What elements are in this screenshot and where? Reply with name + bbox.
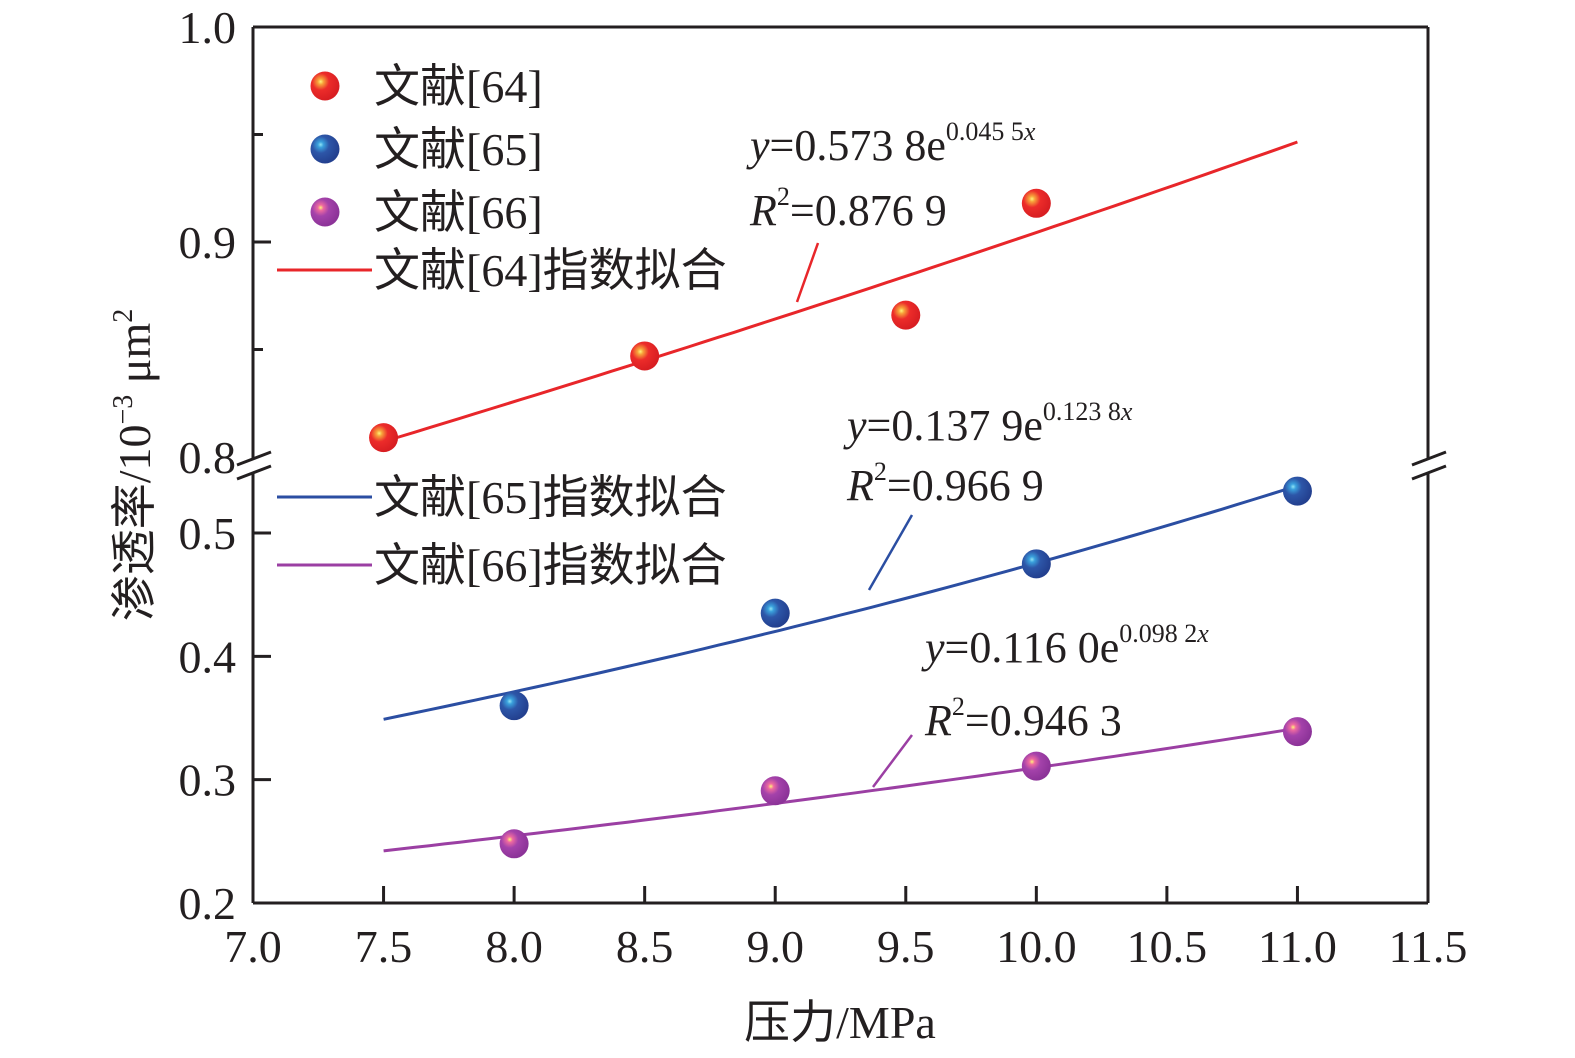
y-tick-label: 0.9	[179, 217, 237, 268]
axis-break-mark	[236, 450, 272, 467]
fit-line-2	[383, 726, 1298, 853]
fit-equation-0: y=0.573 8e0.045 5x	[746, 117, 1036, 170]
data-point-1	[1021, 549, 1051, 579]
x-tick-label: 8.0	[485, 921, 543, 972]
x-tick-label: 10.5	[1127, 921, 1208, 972]
data-point-0	[891, 300, 921, 330]
y-axis-title-exp: −3	[108, 395, 139, 425]
legend-label: 文献[66]指数拟合	[374, 540, 727, 591]
data-point-2	[760, 776, 790, 806]
data-point-0	[369, 423, 399, 453]
data-point-2	[1021, 751, 1051, 781]
x-axis-title: 压力/MPa	[744, 997, 936, 1048]
y-axis-title-unit: μm	[109, 323, 160, 395]
legend-marker	[310, 71, 340, 101]
data-point-1	[1282, 476, 1312, 506]
legend-marker	[310, 134, 340, 164]
legend-marker	[310, 197, 340, 227]
data-point-2	[1282, 717, 1312, 747]
legend-label: 文献[64]指数拟合	[374, 245, 727, 296]
annotation-leader-2	[872, 734, 913, 788]
data-point-0	[630, 341, 660, 371]
data-point-2	[499, 829, 529, 859]
x-tick-label: 7.0	[224, 921, 282, 972]
y-tick-label: 0.2	[179, 878, 237, 929]
data-point-0	[1021, 188, 1051, 218]
fit-equation-1: y=0.137 9e0.123 8x	[843, 397, 1133, 450]
axes: 7.0 7.5 8.0 8.5 9.0 9.5 10.0 10.5 11.0 11.5 0.2 0.3…	[179, 2, 1468, 972]
legend-label: 文献[65]	[374, 124, 543, 175]
data-point-1	[760, 598, 790, 628]
legend-label: 文献[64]	[374, 61, 543, 112]
y-axis-title-main: 渗透率/10	[109, 424, 160, 621]
x-tick-label: 11.5	[1389, 921, 1468, 972]
y-tick-label: 0.3	[179, 755, 237, 806]
y-axis-title: 渗透率/10−3 μm2	[108, 309, 160, 622]
annotation-leaders	[795, 242, 914, 788]
fit-equation-2: y=0.116 0e0.098 2x	[921, 619, 1209, 672]
x-tick-label: 11.0	[1258, 921, 1337, 972]
x-tick-label: 7.5	[355, 921, 413, 972]
annotation-leader-1	[867, 514, 914, 591]
legend-label: 文献[66]	[374, 187, 543, 238]
legend: 文献[64] 文献[65] 文献[66] 文献[64]指数拟合文献[65]指数拟合文献…	[277, 61, 727, 591]
axis-break-mark	[1411, 450, 1447, 467]
axis-break-mark	[236, 464, 272, 481]
x-tick-label: 8.5	[616, 921, 674, 972]
axis-break-mark	[1411, 464, 1447, 481]
fit-r2-2: R2=0.946 3	[924, 692, 1122, 745]
y-tick-label: 0.4	[179, 631, 237, 682]
fit-line-1	[383, 484, 1298, 721]
x-tick-label: 9.0	[746, 921, 804, 972]
y-tick-label: 0.8	[179, 432, 237, 483]
y-tick-label: 1.0	[179, 2, 237, 53]
y-tick-label: 0.5	[179, 508, 237, 559]
fit-lines	[383, 140, 1298, 853]
legend-label: 文献[65]指数拟合	[374, 472, 727, 523]
x-tick-label: 10.0	[996, 921, 1077, 972]
annotation-leader-0	[795, 242, 820, 303]
fit-r2-1: R2=0.966 9	[846, 457, 1044, 510]
y-axis-title-unit-exp: 2	[108, 309, 139, 323]
fit-r2-0: R2=0.876 9	[749, 182, 947, 235]
data-point-1	[499, 691, 529, 721]
data-points	[369, 188, 1312, 859]
fit-annotations: y=0.573 8e0.045 5x R2=0.876 9 y=0.137 9e0.…	[746, 117, 1209, 745]
x-tick-label: 9.5	[877, 921, 935, 972]
fit-line-0	[383, 140, 1298, 444]
